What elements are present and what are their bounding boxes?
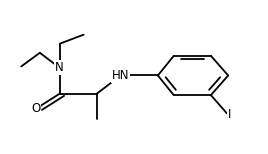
Text: N: N	[55, 61, 64, 74]
Text: O: O	[31, 102, 40, 115]
Text: I: I	[228, 108, 232, 121]
Text: HN: HN	[112, 69, 129, 82]
